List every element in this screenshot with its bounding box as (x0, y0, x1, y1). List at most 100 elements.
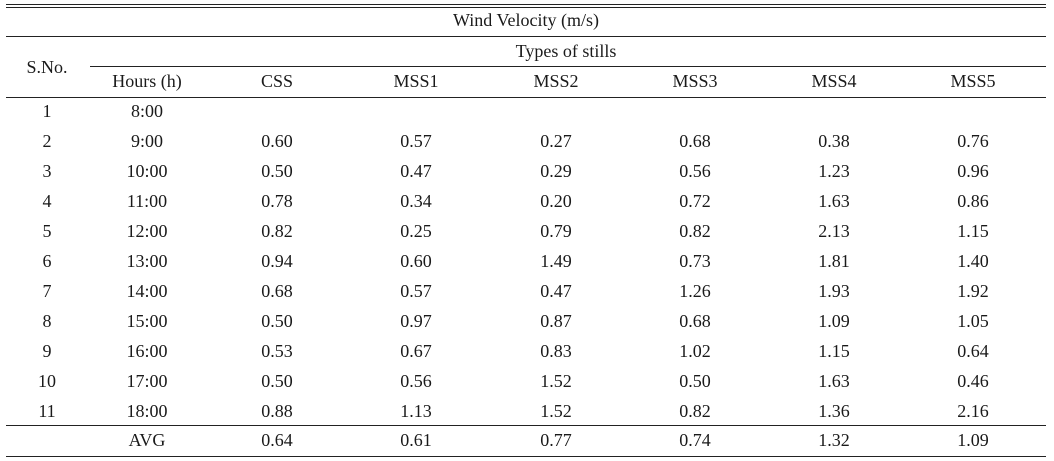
subgroup-rule (90, 66, 1046, 67)
value-cell: 0.82 (679, 401, 711, 421)
value-cell: 0.83 (540, 341, 572, 361)
sno-header: S.No. (26, 57, 68, 77)
value-cell: 0.68 (679, 311, 711, 331)
hour-cell: 8:00 (130, 101, 164, 121)
avg-value-cell: 1.09 (957, 430, 989, 450)
value-cell: 0.50 (261, 371, 293, 391)
value-cell: 0.56 (400, 371, 432, 391)
avg-label: AVG (128, 430, 166, 450)
hour-cell: 15:00 (126, 311, 168, 331)
value-cell: 0.79 (540, 221, 572, 241)
value-cell: 0.64 (957, 341, 989, 361)
sno-cell: 5 (42, 221, 52, 241)
top-rule-1 (6, 4, 1046, 5)
avg-value-cell: 0.61 (400, 430, 432, 450)
value-cell: 1.52 (540, 401, 572, 421)
value-cell: 0.94 (261, 251, 293, 271)
value-cell: 1.23 (818, 161, 850, 181)
value-cell: 2.13 (818, 221, 850, 241)
value-cell: 0.82 (261, 221, 293, 241)
value-cell: 0.47 (400, 161, 432, 181)
sno-cell: 11 (38, 401, 56, 421)
value-cell: 0.56 (679, 161, 711, 181)
sno-cell: 3 (42, 161, 52, 181)
column-header-hours: Hours (h) (112, 71, 182, 91)
sno-cell: 4 (42, 191, 52, 211)
value-cell: 0.25 (400, 221, 432, 241)
column-header-mss5: MSS5 (950, 71, 996, 91)
value-cell: 1.40 (957, 251, 989, 271)
avg-top-rule (6, 425, 1046, 426)
sno-cell: 1 (42, 101, 52, 121)
hour-cell: 18:00 (126, 401, 168, 421)
sno-cell: 8 (42, 311, 52, 331)
avg-value-cell: 1.32 (818, 430, 850, 450)
value-cell: 1.49 (540, 251, 572, 271)
value-cell: 1.52 (540, 371, 572, 391)
hour-cell: 9:00 (130, 131, 164, 151)
value-cell: 0.86 (957, 191, 989, 211)
value-cell: 0.60 (400, 251, 432, 271)
value-cell: 1.26 (679, 281, 711, 301)
value-cell: 0.68 (679, 131, 711, 151)
hour-cell: 13:00 (126, 251, 168, 271)
value-cell: 0.47 (540, 281, 572, 301)
value-cell: 0.50 (679, 371, 711, 391)
value-cell: 1.63 (818, 191, 850, 211)
value-cell: 1.13 (400, 401, 432, 421)
column-header-mss2: MSS2 (533, 71, 579, 91)
group-title-rule (6, 36, 1046, 37)
sno-cell: 7 (42, 281, 52, 301)
value-cell: 0.38 (818, 131, 850, 151)
hour-cell: 12:00 (126, 221, 168, 241)
column-header-mss3: MSS3 (672, 71, 718, 91)
value-cell: 1.15 (818, 341, 850, 361)
value-cell: 0.73 (679, 251, 711, 271)
value-cell: 0.34 (400, 191, 432, 211)
value-cell: 0.46 (957, 371, 989, 391)
value-cell: 1.09 (818, 311, 850, 331)
value-cell: 1.05 (957, 311, 989, 331)
value-cell: 1.15 (957, 221, 989, 241)
value-cell: 1.92 (957, 281, 989, 301)
value-cell: 0.67 (400, 341, 432, 361)
column-header-css: CSS (260, 71, 294, 91)
value-cell: 1.93 (818, 281, 850, 301)
avg-value-cell: 0.74 (679, 430, 711, 450)
value-cell: 2.16 (957, 401, 989, 421)
value-cell: 0.27 (540, 131, 572, 151)
value-cell: 0.53 (261, 341, 293, 361)
hour-cell: 11:00 (126, 191, 168, 211)
top-rule-2 (6, 7, 1046, 8)
value-cell: 0.50 (261, 161, 293, 181)
hour-cell: 14:00 (126, 281, 168, 301)
value-cell: 0.29 (540, 161, 572, 181)
hour-cell: 16:00 (126, 341, 168, 361)
value-cell: 0.60 (261, 131, 293, 151)
value-cell: 0.57 (400, 281, 432, 301)
avg-value-cell: 0.64 (261, 430, 293, 450)
value-cell: 0.97 (400, 311, 432, 331)
sno-cell: 10 (38, 371, 56, 391)
hour-cell: 10:00 (126, 161, 168, 181)
column-header-mss4: MSS4 (811, 71, 857, 91)
value-cell: 0.87 (540, 311, 572, 331)
header-bottom-rule (6, 97, 1046, 98)
value-cell: 0.68 (261, 281, 293, 301)
value-cell: 0.72 (679, 191, 711, 211)
value-cell: 1.81 (818, 251, 850, 271)
value-cell: 0.96 (957, 161, 989, 181)
subgroup-title: Types of stills (515, 41, 617, 61)
column-header-mss1: MSS1 (393, 71, 439, 91)
sno-cell: 6 (42, 251, 52, 271)
value-cell: 0.20 (540, 191, 572, 211)
value-cell: 0.50 (261, 311, 293, 331)
hour-cell: 17:00 (126, 371, 168, 391)
value-cell: 0.78 (261, 191, 293, 211)
value-cell: 0.76 (957, 131, 989, 151)
group-title: Wind Velocity (m/s) (453, 10, 599, 30)
value-cell: 0.82 (679, 221, 711, 241)
value-cell: 0.57 (400, 131, 432, 151)
sno-cell: 2 (42, 131, 52, 151)
value-cell: 0.88 (261, 401, 293, 421)
